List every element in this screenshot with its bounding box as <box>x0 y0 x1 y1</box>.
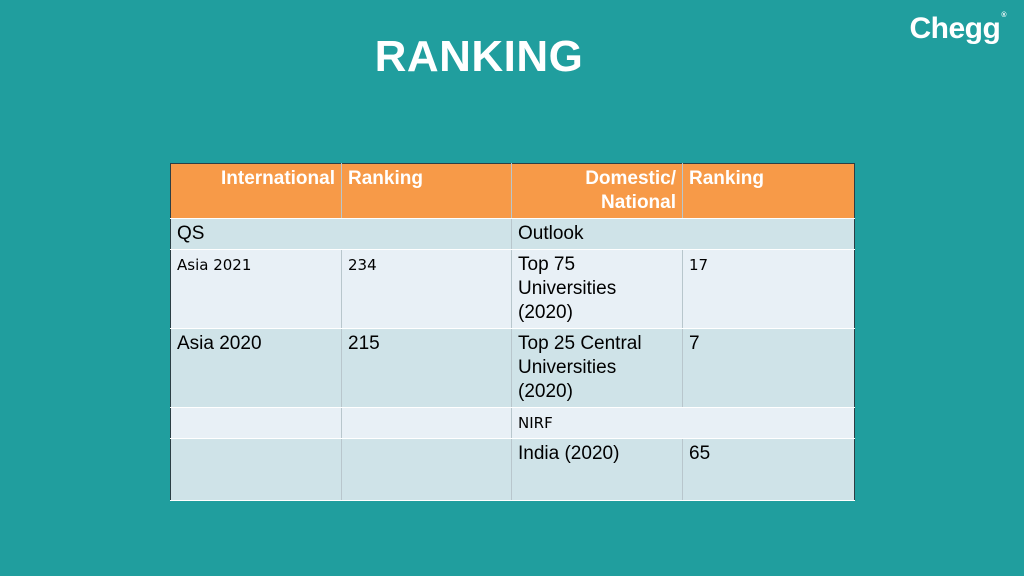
cell-top-25: Top 25 Central Universities (2020) <box>511 328 683 408</box>
header-international: International <box>170 163 342 219</box>
chegg-logo: Chegg® <box>910 12 1007 46</box>
table-row: NIRF <box>170 407 855 439</box>
ranking-table: International Ranking Domestic/ National… <box>170 163 855 501</box>
table-row: Asia 2021 234 Top 75 Universities (2020)… <box>170 249 855 329</box>
cell-qs: QS <box>170 218 512 250</box>
header-ranking-international: Ranking <box>341 163 512 219</box>
cell-empty <box>341 438 512 501</box>
cell-17: 17 <box>682 249 855 329</box>
cell-top-75: Top 75 Universities (2020) <box>511 249 683 329</box>
cell-215: 215 <box>341 328 512 408</box>
cell-asia-2021: Asia 2021 <box>170 249 342 329</box>
cell-7: 7 <box>682 328 855 408</box>
table-header-row: International Ranking Domestic/ National… <box>170 163 855 219</box>
cell-empty <box>170 438 342 501</box>
cell-india-2020: India (2020) <box>511 438 683 501</box>
header-ranking-domestic: Ranking <box>682 163 855 219</box>
cell-empty <box>341 407 512 439</box>
cell-65: 65 <box>682 438 855 501</box>
registered-mark: ® <box>1001 12 1006 19</box>
cell-empty <box>170 407 342 439</box>
cell-outlook: Outlook <box>511 218 855 250</box>
cell-asia-2020: Asia 2020 <box>170 328 342 408</box>
logo-text: Chegg <box>909 12 1001 45</box>
table-row: Asia 2020 215 Top 25 Central Universitie… <box>170 328 855 408</box>
table-row: QS Outlook <box>170 218 855 250</box>
table-row: India (2020) 65 <box>170 438 855 501</box>
cell-nirf: NIRF <box>511 407 855 439</box>
cell-234: 234 <box>341 249 512 329</box>
header-domestic-national: Domestic/ National <box>511 163 683 219</box>
page-title: RANKING <box>374 32 584 81</box>
